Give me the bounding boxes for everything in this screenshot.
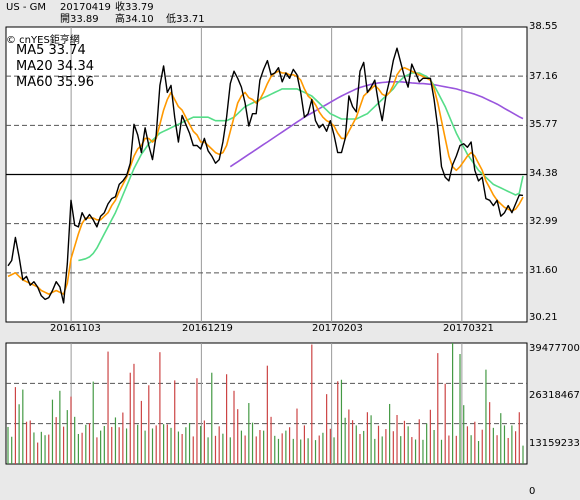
date-xtick: 20170203	[312, 323, 363, 334]
volume-ytick: 13159233	[529, 438, 580, 449]
legend-ma5: MA5 33.74	[16, 43, 86, 58]
price-line	[7, 47, 524, 304]
date-xtick: 20170321	[443, 323, 494, 334]
close-label: 收33.79	[115, 2, 154, 13]
legend-ma20: MA20 34.34	[16, 59, 94, 74]
date-xtick: 20161103	[50, 323, 101, 334]
high-label: 高34.10	[115, 14, 154, 25]
volume-ytick: 26318467	[529, 390, 580, 401]
ma5-line	[7, 66, 524, 295]
low-label: 低33.71	[166, 14, 205, 25]
ma60-line	[229, 81, 524, 168]
credit-logo: © cnYES鉅亨網	[6, 35, 80, 46]
price-ytick: 35.77	[529, 119, 558, 130]
symbol-label: US - GM	[6, 2, 47, 13]
legend-ma60: MA60 35.96	[16, 75, 94, 90]
volume-ytick: 0	[529, 486, 536, 497]
price-ytick: 37.16	[529, 71, 558, 82]
price-ytick: 31.60	[529, 265, 558, 276]
date-label: 20170419	[60, 2, 111, 13]
price-ytick: 38.55	[529, 21, 558, 32]
date-xtick: 20161219	[182, 323, 233, 334]
price-ytick: 32.99	[529, 216, 558, 227]
open-label: 開33.89	[60, 14, 99, 25]
price-ytick: 34.38	[529, 168, 558, 179]
price-ytick: 30.21	[529, 312, 558, 323]
volume-ytick: 39477700	[529, 343, 580, 354]
